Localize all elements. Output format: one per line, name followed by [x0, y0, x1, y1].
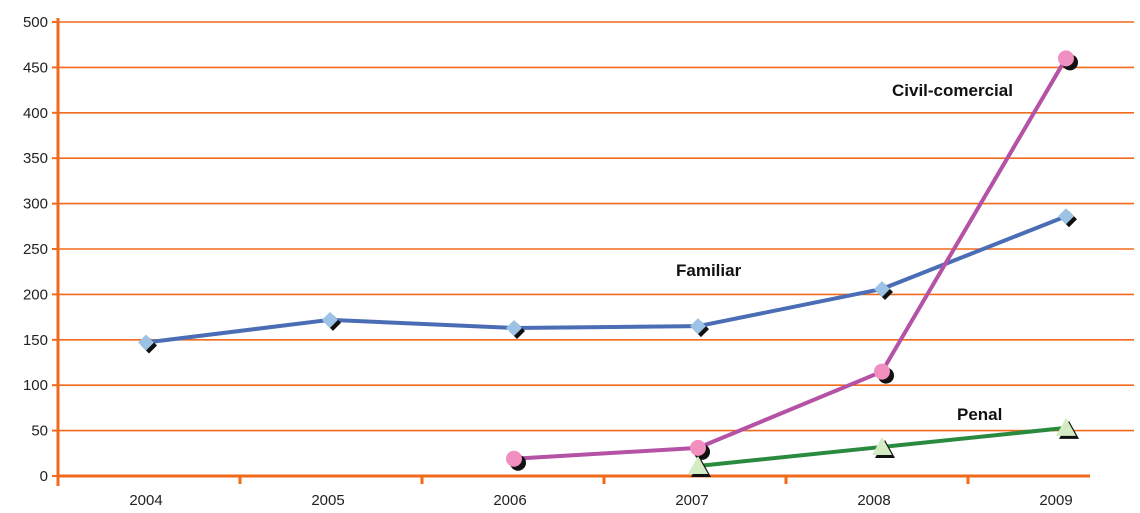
- y-tick-label-350: 350: [23, 150, 48, 167]
- marker-circle: [1058, 50, 1074, 67]
- x-tick-label-2005: 2005: [311, 492, 344, 509]
- y-tick-label-400: 400: [23, 105, 48, 122]
- y-tick-label-450: 450: [23, 59, 48, 76]
- x-tick-label-2009: 2009: [1039, 492, 1072, 509]
- marker-familiar-2004: [138, 334, 157, 354]
- y-tick-label-250: 250: [23, 241, 48, 258]
- marker-familiar-2006: [506, 319, 525, 339]
- marker-triangle: [872, 436, 892, 455]
- marker-civil-comercial-2006: [506, 450, 526, 471]
- y-tick-label-50: 50: [31, 423, 48, 440]
- series-label-civil-comercial: Civil-comercial: [892, 81, 1013, 100]
- series-label-penal: Penal: [957, 405, 1002, 424]
- marker-familiar-2007: [690, 318, 709, 338]
- marker-triangle: [1056, 417, 1076, 436]
- gridlines: [58, 21, 1134, 432]
- marker-diamond: [138, 334, 154, 351]
- marker-diamond: [874, 280, 890, 297]
- y-tick-label-300: 300: [23, 196, 48, 213]
- marker-familiar-2009: [1058, 208, 1077, 228]
- series-lines: [144, 56, 1068, 469]
- marker-circle: [874, 363, 890, 380]
- series-label-familiar: Familiar: [676, 261, 742, 280]
- marker-triangle: [688, 456, 708, 475]
- x-tick-label-2007: 2007: [675, 492, 708, 509]
- marker-familiar-2008: [874, 280, 893, 300]
- marker-civil-comercial-2007: [690, 439, 710, 460]
- marker-diamond: [690, 318, 706, 335]
- marker-circle: [690, 439, 706, 456]
- marker-familiar-2005: [322, 311, 341, 331]
- series-line-familiar: [144, 214, 1068, 345]
- y-tick-label-150: 150: [23, 332, 48, 349]
- y-tick-label-100: 100: [23, 377, 48, 394]
- y-tick-label-0: 0: [40, 468, 48, 485]
- marker-civil-comercial-2009: [1058, 50, 1078, 71]
- series-markers: [138, 50, 1079, 478]
- y-tick-labels: 0 50 100 150 200 250 300 350 400 450 500: [23, 14, 48, 485]
- marker-diamond: [506, 319, 522, 336]
- y-tick-label-500: 500: [23, 14, 48, 31]
- marker-penal-2007: [688, 456, 711, 478]
- marker-diamond: [1058, 208, 1074, 225]
- series-line-civil-comercial: [512, 56, 1068, 461]
- marker-civil-comercial-2008: [874, 363, 894, 384]
- x-tick-label-2008: 2008: [857, 492, 890, 509]
- x-tick-labels: 2004 2005 2006 2007 2008 2009: [129, 492, 1072, 509]
- marker-diamond: [322, 311, 338, 328]
- y-tick-label-200: 200: [23, 286, 48, 303]
- marker-penal-2008: [872, 436, 895, 458]
- axes: [52, 18, 1090, 486]
- marker-circle: [506, 450, 522, 467]
- marker-penal-2009: [1056, 417, 1079, 439]
- x-tick-label-2006: 2006: [493, 492, 526, 509]
- x-tick-label-2004: 2004: [129, 492, 162, 509]
